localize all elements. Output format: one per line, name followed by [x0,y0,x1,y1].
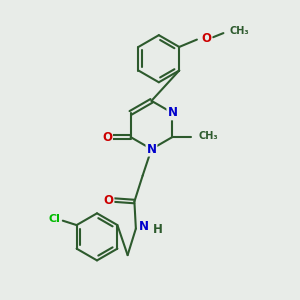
Text: Cl: Cl [49,214,61,224]
Text: CH₃: CH₃ [199,130,218,141]
Text: N: N [146,142,157,156]
Text: H: H [153,223,163,236]
Text: O: O [201,32,211,45]
Text: N: N [167,106,177,119]
Text: N: N [139,220,149,233]
Text: O: O [102,130,112,143]
Text: O: O [103,194,113,207]
Text: CH₃: CH₃ [230,26,250,36]
